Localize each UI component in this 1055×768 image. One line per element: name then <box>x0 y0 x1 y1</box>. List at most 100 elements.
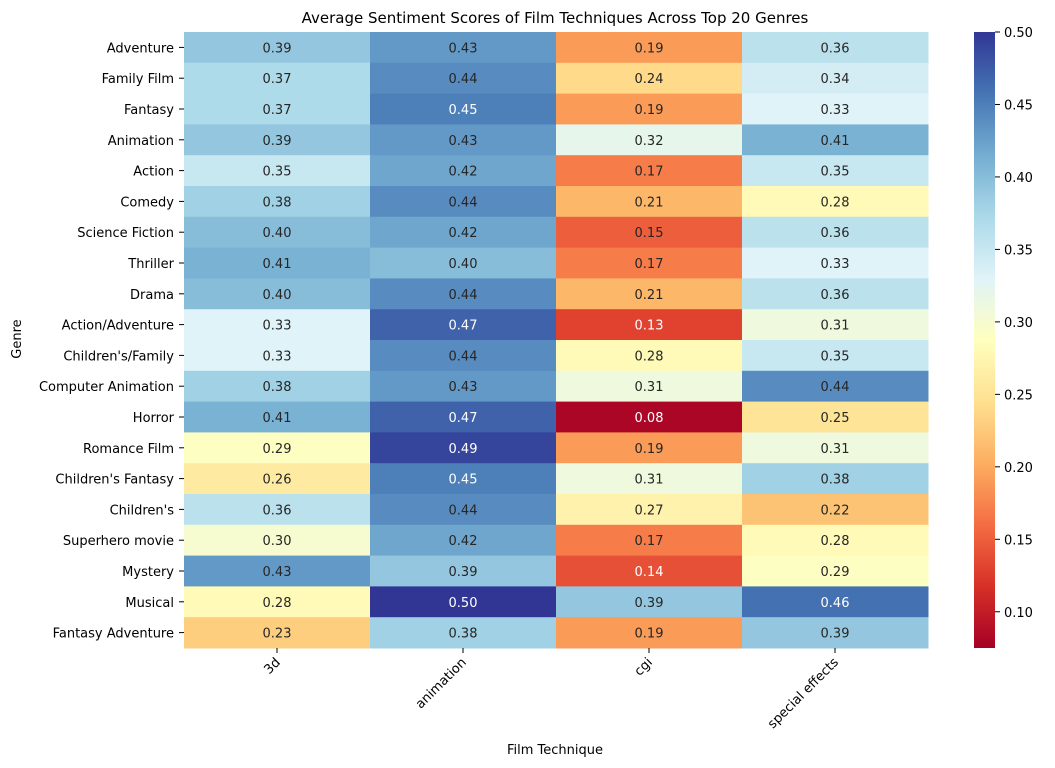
cell-value-label: 0.35 <box>263 165 292 180</box>
cell-value-label: 0.28 <box>635 349 664 364</box>
cell-value-label: 0.22 <box>821 503 850 518</box>
heatmap-cell <box>370 463 557 495</box>
cell-value-label: 0.42 <box>449 226 478 241</box>
heatmap-cell <box>556 524 743 557</box>
heatmap-cell <box>184 186 371 218</box>
heatmap-cell <box>556 340 743 372</box>
cell-value-label: 0.28 <box>263 596 292 611</box>
cell-value-label: 0.17 <box>635 165 664 180</box>
cell-value-label: 0.39 <box>449 565 478 580</box>
cell-value-label: 0.44 <box>449 288 478 303</box>
heatmap-cell <box>370 494 557 526</box>
cell-value-label: 0.47 <box>449 411 478 426</box>
colorbar-tick-label: 0.40 <box>1004 171 1033 186</box>
cell-value-label: 0.43 <box>263 565 292 580</box>
cell-value-label: 0.31 <box>821 319 850 334</box>
cell-value-label: 0.43 <box>449 134 478 149</box>
cell-value-label: 0.24 <box>635 72 664 87</box>
heatmap-cell <box>556 32 743 64</box>
row-label: Family Film <box>102 72 174 87</box>
row-label: Fantasy <box>124 103 174 118</box>
cell-value-label: 0.45 <box>449 103 478 118</box>
heatmap-cell <box>556 62 743 95</box>
heatmap-cell <box>370 555 557 587</box>
colorbar-tick-label: 0.35 <box>1004 243 1033 258</box>
heatmap-cell <box>556 278 743 310</box>
heatmap-cell <box>742 340 929 372</box>
cell-value-label: 0.35 <box>821 165 850 180</box>
heatmap-cell <box>184 93 371 125</box>
cell-value-label: 0.31 <box>635 473 664 488</box>
cell-value-label: 0.33 <box>263 319 292 334</box>
colorbar-tick-label: 0.10 <box>1004 606 1033 621</box>
row-label: Mystery <box>122 565 174 580</box>
heatmap-cell <box>370 124 557 156</box>
cell-value-label: 0.33 <box>263 349 292 364</box>
heatmap-cell <box>184 617 371 649</box>
cell-value-label: 0.29 <box>821 565 850 580</box>
heatmap-cell <box>370 432 557 464</box>
cell-value-label: 0.37 <box>263 72 292 87</box>
row-label: Musical <box>125 596 174 611</box>
cell-value-label: 0.36 <box>821 41 850 56</box>
row-label: Action <box>133 165 174 180</box>
colorbar-ticks: 0.10 0.15 0.20 0.25 0.30 0.35 0.40 0.45 0.50 <box>995 26 1033 621</box>
heatmap-cell <box>370 93 557 125</box>
heatmap-cell <box>184 62 371 95</box>
heatmap-cell <box>742 463 929 495</box>
cell-value-label: 0.31 <box>821 442 850 457</box>
cell-value-label: 0.35 <box>821 349 850 364</box>
heatmap-cell <box>370 62 557 95</box>
cell-value-label: 0.43 <box>449 380 478 395</box>
cell-value-label: 0.42 <box>449 534 478 549</box>
heatmap-cell <box>370 216 557 249</box>
row-label: Drama <box>130 288 174 303</box>
heatmap-cell <box>742 216 929 249</box>
row-label: Fantasy Adventure <box>53 627 174 642</box>
heatmap-cell <box>742 124 929 156</box>
row-label: Children's/Family <box>63 349 174 364</box>
cell-value-label: 0.26 <box>263 473 292 488</box>
cell-value-label: 0.44 <box>449 195 478 210</box>
heatmap-cell <box>370 524 557 557</box>
heatmap-cell <box>184 32 371 64</box>
heatmap-cell <box>556 155 743 187</box>
cell-value-label: 0.44 <box>449 349 478 364</box>
heatmap-cell <box>184 401 371 433</box>
cell-value-label: 0.39 <box>263 41 292 56</box>
cell-value-label: 0.29 <box>263 442 292 457</box>
heatmap-cell <box>184 494 371 526</box>
heatmap-cell <box>742 432 929 464</box>
column-label: special effects <box>765 655 842 732</box>
heatmap-cell <box>184 309 371 341</box>
cell-value-label: 0.41 <box>263 411 292 426</box>
column-label: 3d <box>262 655 284 677</box>
cell-value-label: 0.25 <box>821 411 850 426</box>
cell-value-label: 0.46 <box>821 596 850 611</box>
heatmap-cell <box>184 370 371 403</box>
row-label: Children's Fantasy <box>55 473 174 488</box>
heatmap-cell <box>742 186 929 218</box>
chart-title: Average Sentiment Scores of Film Techniq… <box>302 9 809 27</box>
heatmap-cell <box>556 370 743 403</box>
cell-value-label: 0.38 <box>263 380 292 395</box>
heatmap-cell <box>370 247 557 279</box>
cell-value-label: 0.38 <box>263 195 292 210</box>
heatmap-cell <box>742 278 929 310</box>
cell-value-label: 0.19 <box>635 41 664 56</box>
x-axis-label: Film Technique <box>507 743 603 758</box>
cell-value-label: 0.39 <box>821 627 850 642</box>
cell-value-label: 0.44 <box>821 380 850 395</box>
heatmap-cell <box>184 555 371 587</box>
cell-value-label: 0.40 <box>263 226 292 241</box>
cell-value-label: 0.19 <box>635 442 664 457</box>
heatmap-cell <box>370 32 557 64</box>
cell-value-label: 0.17 <box>635 257 664 272</box>
heatmap-cell <box>184 432 371 464</box>
heatmap-cell <box>742 586 929 618</box>
cell-value-label: 0.36 <box>821 226 850 241</box>
colorbar-tick-label: 0.15 <box>1004 533 1033 548</box>
heatmap-cell <box>556 186 743 218</box>
cell-value-label: 0.38 <box>821 473 850 488</box>
heatmap-cell <box>370 186 557 218</box>
